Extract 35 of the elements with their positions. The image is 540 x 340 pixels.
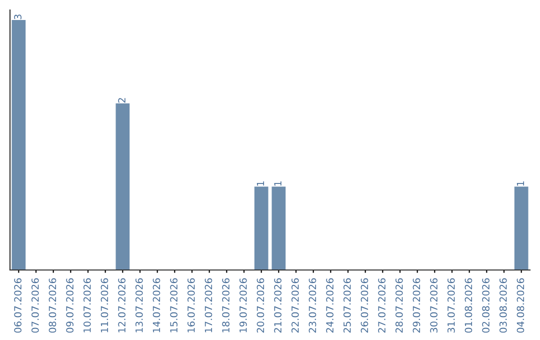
x-tick-label: 07.07.2026	[31, 278, 39, 333]
x-tick-label: 24.07.2026	[326, 278, 334, 333]
x-tick-label: 28.07.2026	[395, 278, 403, 333]
x-tick-label: 14.07.2026	[152, 278, 160, 332]
data-label: 1	[256, 181, 264, 186]
x-tick-label: 27.07.2026	[378, 278, 386, 333]
x-tick-label: 11.07.2026	[100, 278, 108, 332]
x-tick-label: 15.07.2026	[170, 278, 178, 332]
x-tick-label: 08.07.2026	[48, 278, 56, 333]
x-tick-label: 26.07.2026	[360, 278, 368, 333]
x-tick-label: 01.08.2026	[464, 278, 472, 333]
data-label: 1	[516, 181, 524, 186]
x-tick-label: 23.07.2026	[308, 278, 316, 333]
x-tick-label: 03.08.2026	[499, 278, 507, 333]
data-label: 3	[14, 14, 22, 20]
x-tick-label: 30.07.2026	[430, 278, 438, 333]
x-tick-label: 17.07.2026	[204, 278, 212, 332]
x-tick-label: 06.07.2026	[14, 278, 22, 333]
x-tick-label: 09.07.2026	[66, 278, 74, 333]
x-tick-label: 16.07.2026	[187, 278, 195, 332]
x-tick-label: 12.07.2026	[118, 278, 126, 332]
x-tick-label: 22.07.2026	[291, 278, 299, 333]
x-tick-label: 20.07.2026	[256, 278, 264, 333]
x-tick-label: 02.08.2026	[482, 278, 490, 333]
data-label: 2	[118, 98, 126, 103]
x-tick-label: 19.07.2026	[239, 278, 247, 332]
x-tick-label: 29.07.2026	[412, 278, 420, 333]
x-tick-label: 31.07.2026	[447, 278, 455, 333]
x-tick-label: 10.07.2026	[83, 278, 91, 332]
x-tick-label: 21.07.2026	[274, 278, 282, 333]
x-tick-label: 04.08.2026	[516, 278, 524, 333]
data-label: 1	[274, 181, 282, 186]
x-tick-label: 13.07.2026	[135, 278, 143, 332]
x-tick-label: 25.07.2026	[343, 278, 351, 333]
x-tick-label: 18.07.2026	[222, 278, 230, 332]
